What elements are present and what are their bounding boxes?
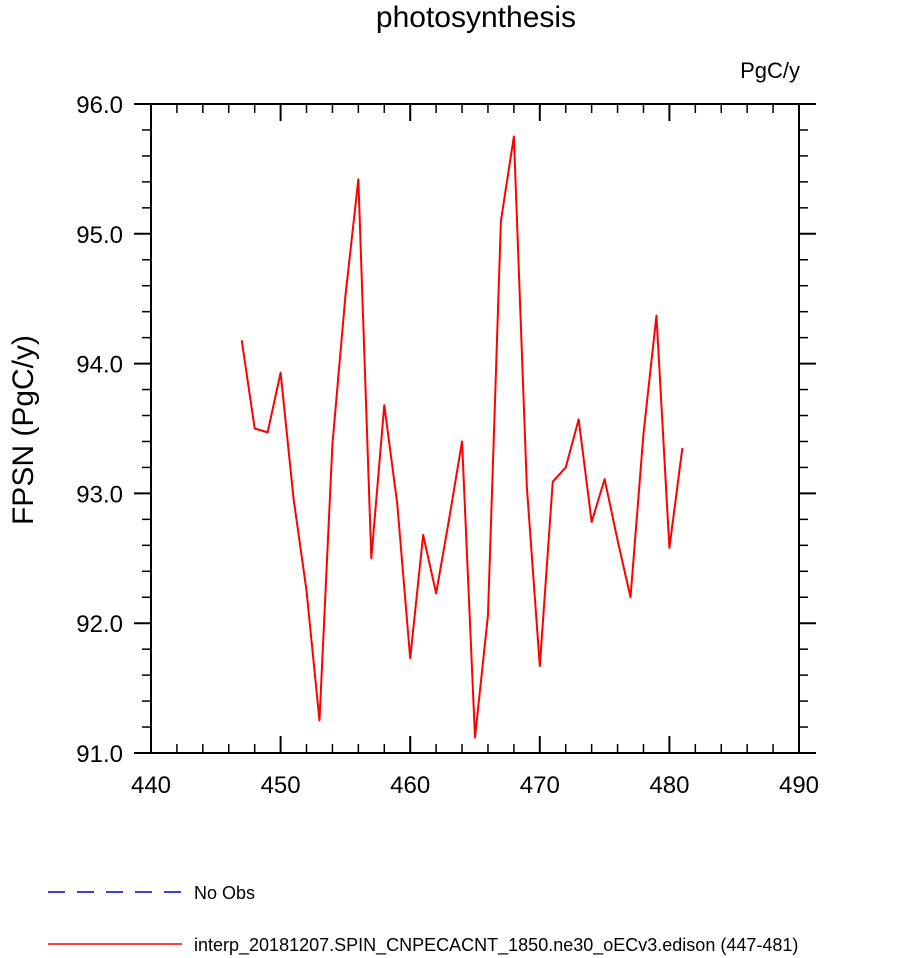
units-label: PgC/y — [740, 58, 800, 83]
x-tick-label: 440 — [131, 772, 171, 799]
plot-frame — [150, 103, 800, 754]
axis-ticks — [134, 103, 816, 754]
tick-labels: 440 450 460 470 480 490 91.0 92.0 93.0 94.0 95.0 96… — [76, 92, 819, 799]
series-line — [240, 135, 684, 739]
y-tick-label: 92.0 — [76, 611, 123, 638]
legend-label: interp_20181207.SPIN_CNPECACNT_1850.ne30… — [194, 935, 798, 956]
x-tick-label: 480 — [649, 772, 689, 799]
y-tick-label: 91.0 — [76, 741, 123, 768]
y-tick-label: 94.0 — [76, 352, 123, 379]
y-axis-label: FPSN (PgC/y) — [7, 335, 40, 525]
legend: No Obs interp_20181207.SPIN_CNPECACNT_185… — [48, 883, 798, 956]
y-tick-label: 96.0 — [76, 92, 123, 119]
x-tick-label: 470 — [520, 772, 560, 799]
chart-title: photosynthesis — [376, 1, 576, 34]
x-tick-label: 490 — [779, 772, 819, 799]
legend-label: No Obs — [194, 883, 255, 903]
y-tick-label: 93.0 — [76, 481, 123, 508]
x-tick-label: 450 — [261, 772, 301, 799]
x-tick-label: 460 — [390, 772, 430, 799]
series-lines — [240, 135, 684, 739]
y-tick-label: 95.0 — [76, 222, 123, 249]
